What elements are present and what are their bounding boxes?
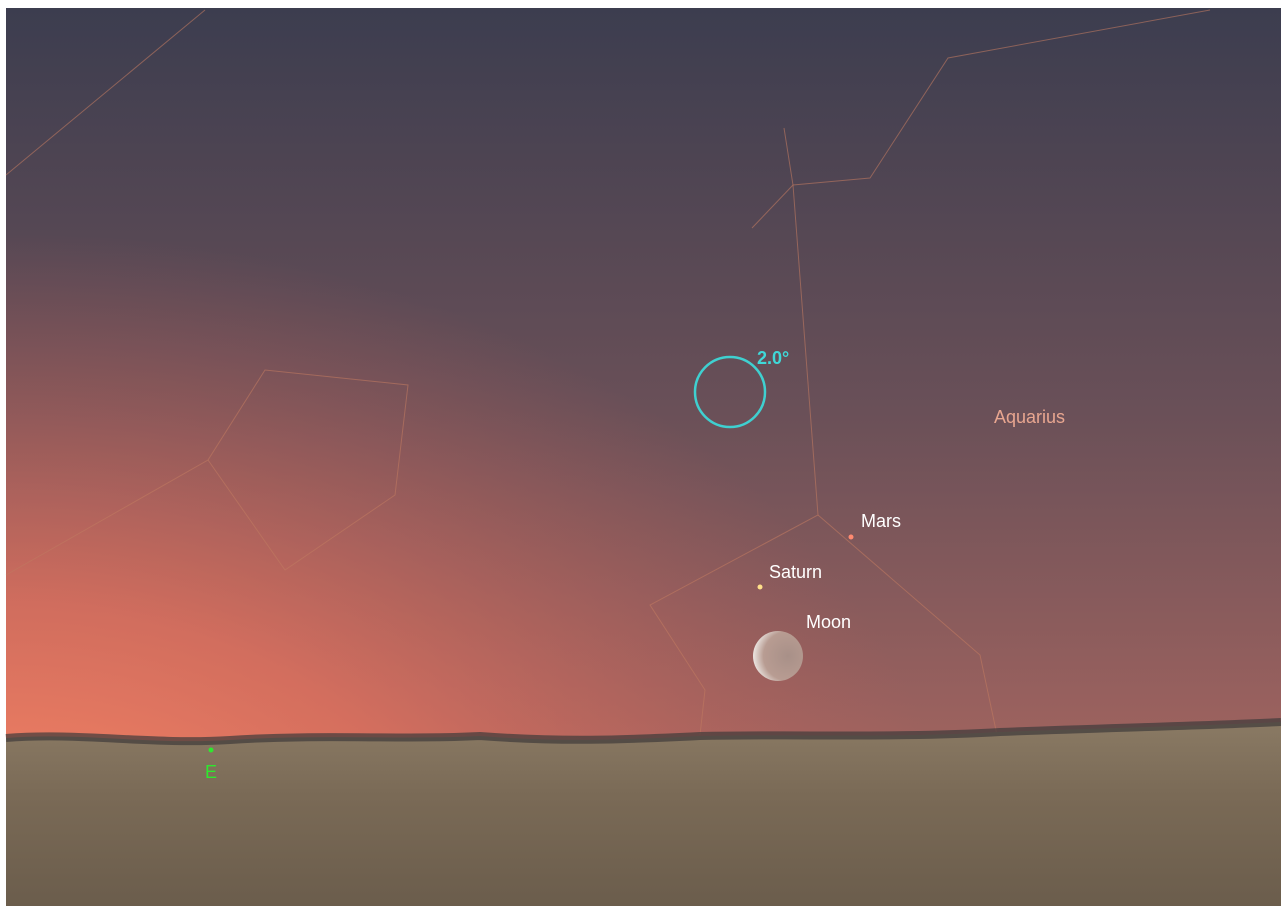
sky-view: 2.0° Aquarius Mars Saturn Moon E — [0, 0, 1281, 906]
ground — [6, 722, 1281, 906]
object-label: Mars — [861, 511, 901, 531]
fov-label: 2.0° — [757, 348, 789, 368]
constellation-label: Aquarius — [994, 407, 1065, 427]
object-label: Saturn — [769, 562, 822, 582]
saturn — [758, 585, 763, 590]
compass-label: E — [205, 762, 217, 782]
mars — [849, 535, 854, 540]
compass-dot — [209, 748, 214, 753]
object-label: Moon — [806, 612, 851, 632]
moon — [753, 631, 803, 681]
